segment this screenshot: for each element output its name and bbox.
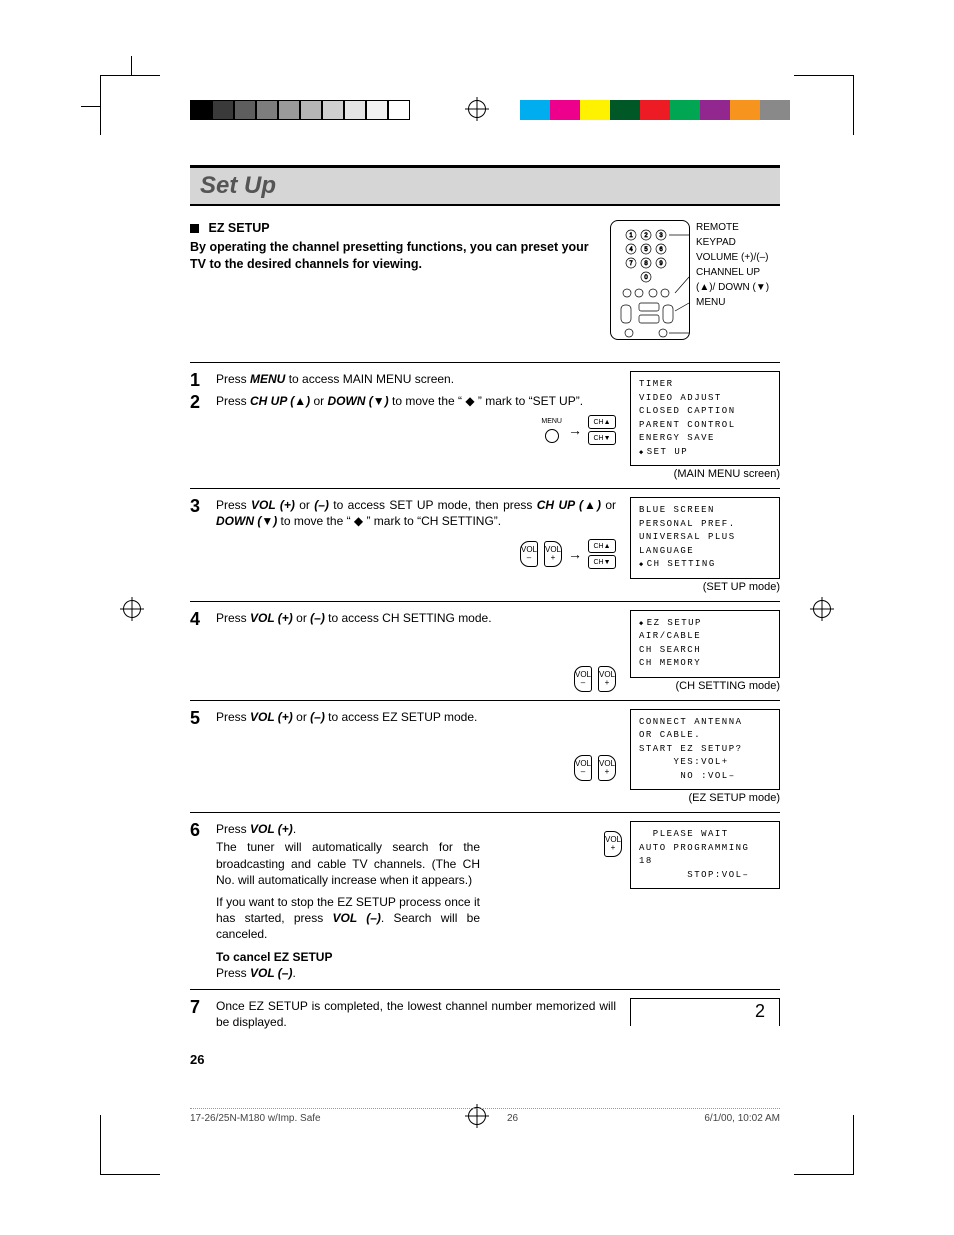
- screen-caption: (EZ SETUP mode): [630, 792, 780, 804]
- svg-text:5: 5: [644, 247, 648, 253]
- vol-minus-icon: VOL–: [520, 541, 538, 567]
- screen-caption: (SET UP mode): [630, 581, 780, 593]
- screen-preview: TIMER VIDEO ADJUST CLOSED CAPTION PARENT…: [630, 371, 780, 480]
- step-text: Press VOL (+) or (–) to access CH SETTIN…: [216, 610, 622, 692]
- svg-text:9: 9: [659, 261, 663, 267]
- step-text: Press VOL (+). The tuner will automatica…: [216, 821, 486, 981]
- step-number: 7: [190, 998, 208, 1031]
- svg-text:2: 2: [644, 233, 648, 239]
- section-title-bar: Set Up: [190, 165, 780, 206]
- screen-preview: PLEASE WAITAUTO PROGRAMMING18 STOP:VOL–: [630, 821, 780, 981]
- crop-mark: [100, 1115, 160, 1175]
- intro-row: EZ SETUP By operating the channel preset…: [190, 220, 780, 340]
- grayscale-color-bar: [190, 100, 410, 120]
- vol-minus-icon: VOL–: [574, 666, 592, 692]
- remote-illustration: 1 2 3 4 5 6 7 8 9 0: [610, 220, 780, 340]
- remote-label: MENU: [696, 295, 780, 310]
- ch-buttons-icon: CH▲ CH▼: [588, 415, 616, 445]
- step-text: Press MENU to access MAIN MENU screen.: [216, 371, 622, 389]
- vol-plus-icon: VOL+: [598, 666, 616, 692]
- arrow-icon: →: [568, 421, 582, 440]
- step-number: 5: [190, 709, 208, 805]
- svg-text:0: 0: [644, 275, 648, 281]
- subsection-title: EZ SETUP: [208, 221, 269, 235]
- screen-preview: CONNECT ANTENNAOR CABLE.START EZ SETUP? …: [630, 709, 780, 805]
- steps-list: 1 Press MENU to access MAIN MENU screen.…: [190, 362, 780, 1039]
- screen-box: BLUE SCREEN PERSONAL PREF. UNIVERSAL PLU…: [630, 497, 780, 579]
- svg-text:3: 3: [659, 233, 663, 239]
- step-number: 2: [190, 393, 208, 445]
- color-bar: [520, 100, 790, 120]
- registration-mark-icon: [468, 100, 486, 118]
- registration-mark-icon: [813, 600, 831, 618]
- crop-mark: [794, 75, 854, 135]
- remote-drawing: 1 2 3 4 5 6 7 8 9 0: [610, 220, 690, 340]
- subsection-subtitle: By operating the channel presetting func…: [190, 239, 600, 273]
- crop-mark: [100, 75, 160, 135]
- screen-box: EZ SETUP AIR/CABLE CH SEARCH CH MEMORY: [630, 610, 780, 678]
- channel-display: 2: [630, 998, 780, 1026]
- remote-label: VOLUME (+)/(–): [696, 250, 780, 265]
- footer-page: 26: [507, 1113, 518, 1124]
- screen-box: CONNECT ANTENNAOR CABLE.START EZ SETUP? …: [630, 709, 780, 791]
- page-content: Set Up EZ SETUP By operating the channel…: [190, 165, 780, 1039]
- step-row: 3 Press VOL (+) or (–) to access SET UP …: [190, 488, 780, 601]
- svg-text:8: 8: [644, 261, 648, 267]
- remote-label: REMOTE KEYPAD: [696, 220, 780, 250]
- svg-text:7: 7: [629, 261, 633, 267]
- step-text: Press CH UP (▲) or DOWN (▼) to move the …: [216, 393, 622, 445]
- page: Set Up EZ SETUP By operating the channel…: [0, 0, 954, 1235]
- square-bullet-icon: [190, 224, 199, 233]
- screen-preview: BLUE SCREEN PERSONAL PREF. UNIVERSAL PLU…: [630, 497, 780, 593]
- remote-label: CHANNEL UP (▲)/ DOWN (▼): [696, 265, 780, 295]
- screen-caption: (CH SETTING mode): [630, 680, 780, 692]
- step-row: 6 Press VOL (+). The tuner will automati…: [190, 812, 780, 989]
- cancel-heading: To cancel EZ SETUP: [216, 949, 480, 965]
- step-number: 1: [190, 371, 208, 389]
- screen-caption: (MAIN MENU screen): [630, 468, 780, 480]
- page-number: 26: [190, 1052, 204, 1067]
- registration-mark-icon: [123, 600, 141, 618]
- intro-text: EZ SETUP By operating the channel preset…: [190, 220, 600, 340]
- step-number: 4: [190, 610, 208, 692]
- svg-text:1: 1: [629, 233, 633, 239]
- vol-plus-icon: VOL+: [604, 831, 622, 857]
- step-number: 6: [190, 821, 208, 981]
- step-text: Press VOL (+) or (–) to access EZ SETUP …: [216, 709, 622, 805]
- step-row: 4 Press VOL (+) or (–) to access CH SETT…: [190, 601, 780, 700]
- screen-box: PLEASE WAITAUTO PROGRAMMING18 STOP:VOL–: [630, 821, 780, 889]
- screen-preview: EZ SETUP AIR/CABLE CH SEARCH CH MEMORY (…: [630, 610, 780, 692]
- svg-text:4: 4: [629, 247, 633, 253]
- svg-text:6: 6: [659, 247, 663, 253]
- step-row: 1 Press MENU to access MAIN MENU screen.…: [190, 362, 780, 488]
- step-text: Press VOL (+) or (–) to access SET UP mo…: [216, 497, 622, 593]
- vol-plus-icon: VOL+: [598, 755, 616, 781]
- step-row: 5 Press VOL (+) or (–) to access EZ SETU…: [190, 700, 780, 813]
- remote-labels: REMOTE KEYPAD VOLUME (+)/(–) CHANNEL UP …: [696, 220, 780, 310]
- menu-button-icon: MENU: [541, 417, 562, 442]
- screen-preview: 2: [630, 998, 780, 1031]
- vol-minus-icon: VOL–: [574, 755, 592, 781]
- section-title: Set Up: [200, 172, 770, 200]
- step-row: 7 Once EZ SETUP is completed, the lowest…: [190, 989, 780, 1039]
- crop-mark: [794, 1115, 854, 1175]
- footer-timestamp: 6/1/00, 10:02 AM: [704, 1113, 780, 1124]
- screen-box: TIMER VIDEO ADJUST CLOSED CAPTION PARENT…: [630, 371, 780, 466]
- footer: 17-26/25N-M180 w/Imp. Safe 26 6/1/00, 10…: [190, 1108, 780, 1124]
- arrow-icon: →: [568, 545, 582, 564]
- footer-filename: 17-26/25N-M180 w/Imp. Safe: [190, 1113, 321, 1124]
- ch-buttons-icon: CH▲ CH▼: [588, 539, 616, 569]
- step-text: Once EZ SETUP is completed, the lowest c…: [216, 998, 622, 1031]
- vol-plus-icon: VOL+: [544, 541, 562, 567]
- step-number: 3: [190, 497, 208, 593]
